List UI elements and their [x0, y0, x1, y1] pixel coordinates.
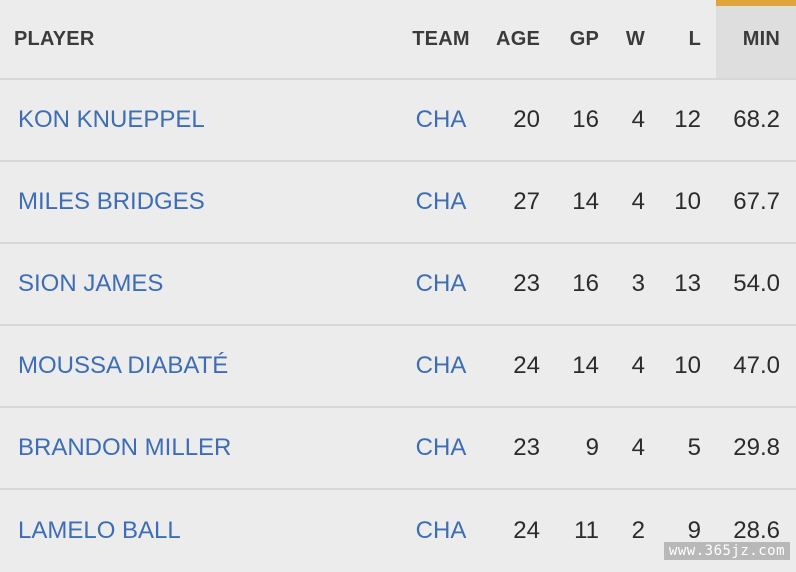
team-link[interactable]: CHA: [415, 352, 467, 379]
min-cell: 47.0: [733, 352, 780, 379]
age-cell: 24: [513, 517, 540, 544]
age-cell: 23: [513, 270, 540, 297]
gp-cell: 16: [572, 106, 599, 133]
column-header-team[interactable]: TEAM: [412, 27, 470, 50]
column-header-gp[interactable]: GP: [569, 27, 599, 50]
min-cell: 54.0: [733, 270, 780, 297]
l-cell: 9: [687, 517, 701, 544]
player-link[interactable]: MOUSSA DIABATÉ: [18, 352, 229, 379]
min-cell: 28.6: [733, 517, 780, 544]
gp-cell: 16: [572, 270, 599, 297]
gp-cell: 9: [585, 434, 599, 461]
team-link[interactable]: CHA: [415, 270, 467, 297]
column-header-player[interactable]: PLAYER: [14, 27, 95, 50]
sorted-column-indicator: [716, 0, 796, 6]
w-cell: 4: [631, 352, 645, 379]
age-cell: 24: [513, 352, 540, 379]
table-row: BRANDON MILLER CHA 23 9 4 5 29.8: [0, 408, 796, 490]
sorted-column-highlight: [716, 0, 796, 78]
l-cell: 12: [674, 106, 701, 133]
column-header-l[interactable]: L: [688, 27, 701, 50]
column-header-w[interactable]: W: [625, 27, 645, 50]
team-link[interactable]: CHA: [415, 517, 467, 544]
w-cell: 4: [631, 106, 645, 133]
table-row: MILES BRIDGES CHA 27 14 4 10 67.7: [0, 162, 796, 244]
table-row: MOUSSA DIABATÉ CHA 24 14 4 10 47.0: [0, 326, 796, 408]
table-row: KON KNUEPPEL CHA 20 16 4 12 68.2: [0, 80, 796, 162]
table-row: LAMELO BALL CHA 24 11 2 9 28.6: [0, 490, 796, 572]
l-cell: 10: [674, 188, 701, 215]
gp-cell: 14: [572, 352, 599, 379]
l-cell: 10: [674, 352, 701, 379]
watermark: www.365jz.com: [663, 542, 790, 560]
player-link[interactable]: SION JAMES: [18, 270, 164, 297]
column-header-min[interactable]: MIN: [742, 27, 780, 50]
gp-cell: 11: [574, 517, 599, 544]
table-header: PLAYER TEAM AGE GP W L MIN: [0, 0, 796, 80]
min-cell: 68.2: [733, 106, 780, 133]
team-link[interactable]: CHA: [415, 434, 467, 461]
age-cell: 27: [513, 188, 540, 215]
l-cell: 5: [687, 434, 701, 461]
player-link[interactable]: BRANDON MILLER: [18, 434, 232, 461]
w-cell: 2: [631, 517, 645, 544]
team-link[interactable]: CHA: [415, 106, 467, 133]
player-link[interactable]: MILES BRIDGES: [18, 188, 205, 215]
min-cell: 29.8: [733, 434, 780, 461]
w-cell: 4: [631, 434, 645, 461]
gp-cell: 14: [572, 188, 599, 215]
column-header-age[interactable]: AGE: [496, 27, 540, 50]
table-row: SION JAMES CHA 23 16 3 13 54.0: [0, 244, 796, 326]
age-cell: 20: [513, 106, 540, 133]
min-cell: 67.7: [733, 188, 780, 215]
w-cell: 4: [631, 188, 645, 215]
age-cell: 23: [513, 434, 540, 461]
player-link[interactable]: KON KNUEPPEL: [18, 106, 205, 133]
w-cell: 3: [631, 270, 645, 297]
l-cell: 13: [674, 270, 701, 297]
player-link[interactable]: LAMELO BALL: [18, 517, 181, 544]
team-link[interactable]: CHA: [415, 188, 467, 215]
